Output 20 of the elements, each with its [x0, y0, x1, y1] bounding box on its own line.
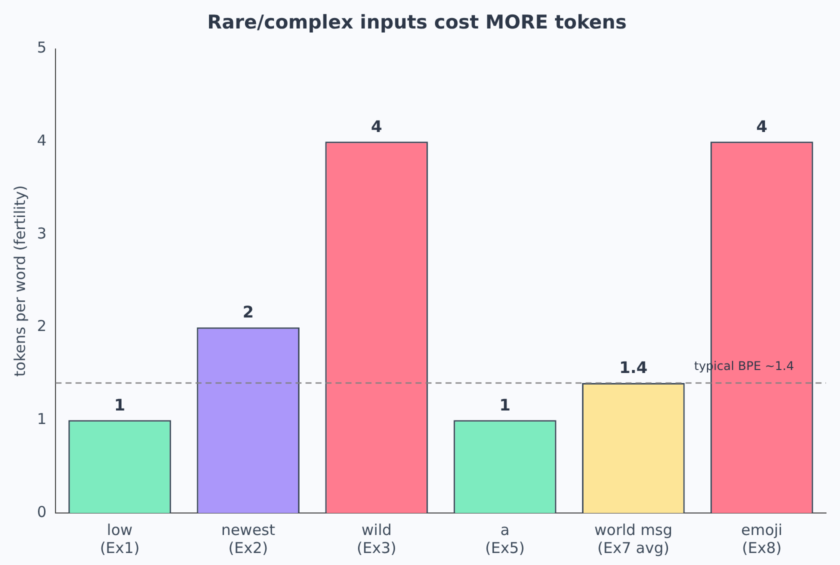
y-tick-label: 5	[36, 38, 47, 57]
x-tick-label: world msg (Ex7 avg)	[594, 520, 672, 557]
x-tick-label: wild (Ex3)	[356, 520, 396, 557]
y-tick-label: 4	[36, 132, 47, 150]
x-tick-label: newest (Ex2)	[221, 520, 276, 557]
data-label: 1	[114, 395, 126, 414]
data-label: 1	[499, 395, 511, 414]
data-label: 4	[756, 116, 768, 136]
data-label: 4	[370, 116, 382, 136]
y-tick-label: 1	[36, 410, 47, 428]
y-axis-title: tokens per word (fertility)	[10, 185, 29, 377]
x-tick-label: emoji (Ex8)	[741, 520, 782, 557]
data-label: 1.4	[619, 358, 648, 378]
x-tick-label: a (Ex5)	[485, 520, 525, 557]
x-tick-label: low (Ex1)	[100, 520, 140, 557]
chart-title: Rare/complex inputs cost MORE tokens	[207, 11, 627, 34]
data-label: 2	[242, 302, 254, 322]
y-tick-label: 3	[36, 224, 47, 242]
y-tick-label: 2	[36, 317, 47, 336]
y-tick-label: 0	[36, 502, 47, 521]
